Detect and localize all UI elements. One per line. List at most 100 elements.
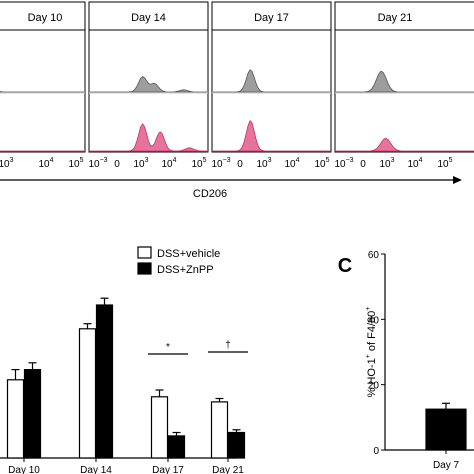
pink-histogram xyxy=(336,137,474,152)
x-tick-exp: 5 xyxy=(326,157,330,164)
x-tick-exp: 3 xyxy=(268,157,272,164)
x-tick: 104 xyxy=(284,157,299,170)
x-tick: 0 xyxy=(237,159,243,170)
flow-panel: Day 17 xyxy=(211,1,332,153)
x-tick-exp: 5 xyxy=(80,157,84,164)
flow-panel: Day 14 xyxy=(88,1,209,153)
y-tick-label: 0 xyxy=(373,446,379,457)
x-tick: 10−3 xyxy=(334,157,353,170)
x-tick-base: 10 xyxy=(191,159,203,170)
flow-histogram-panels: Day 10 Day 14 Day 17 Day 21 xyxy=(0,1,474,153)
gray-histogram xyxy=(213,69,330,93)
x-tick-exp: −3 xyxy=(346,157,354,164)
category-label: Day 21 xyxy=(212,465,244,474)
y-tick-label: 60 xyxy=(368,250,380,261)
x-tick-base: 10 xyxy=(0,159,10,170)
x-tick: 105 xyxy=(68,157,83,170)
panel-title: Day 14 xyxy=(131,12,166,24)
legend-label: DSS+vehicle xyxy=(157,248,220,260)
panel-title: Day 21 xyxy=(378,12,413,24)
gray-histogram xyxy=(90,75,207,93)
x-tick-base: 10 xyxy=(161,159,173,170)
gray-histogram xyxy=(0,90,84,93)
bar-chart-b: Day 10 Day 14 Day 17 Day 21 * † DSS+vehicle DSS… xyxy=(0,246,248,474)
x-axis-label: CD206 xyxy=(193,188,227,200)
x-tick-exp: 3 xyxy=(391,157,395,164)
x-tick-exp: 5 xyxy=(203,157,207,164)
bar xyxy=(6,379,25,459)
panel-frame xyxy=(211,1,332,153)
x-tick-base: 10 xyxy=(314,159,326,170)
flow-panel: Day 21 xyxy=(334,1,474,153)
x-tick-exp: 4 xyxy=(296,157,300,164)
legend-label: DSS+ZnPP xyxy=(157,264,214,276)
cd206-axis: 103 104 105 10−3 0 103 104 105 10−3 0 103 104 105 10−… xyxy=(0,157,462,200)
y-label-part: + xyxy=(365,354,372,358)
x-tick-exp: 3 xyxy=(10,157,14,164)
x-tick-base: 10 xyxy=(437,159,449,170)
pink-histogram xyxy=(213,119,330,152)
x-tick: 103 xyxy=(0,157,14,170)
panel-label-c: C xyxy=(338,255,352,277)
pink-histogram xyxy=(90,123,207,152)
x-tick-base: 10 xyxy=(133,159,145,170)
x-tick: 103 xyxy=(256,157,271,170)
panel-frame xyxy=(88,1,209,153)
x-tick: 104 xyxy=(38,157,53,170)
x-tick-base: 10 xyxy=(334,159,346,170)
panel-frame xyxy=(0,1,86,153)
x-tick-base: 10 xyxy=(379,159,391,170)
x-tick-base: 10 xyxy=(256,159,268,170)
axis-arrowhead xyxy=(453,176,462,184)
x-tick-base: 10 xyxy=(38,159,50,170)
bar xyxy=(95,304,114,459)
y-label-part: % HO-1 xyxy=(366,358,378,397)
x-tick-base: 10 xyxy=(68,159,80,170)
x-tick: 104 xyxy=(407,157,422,170)
x-tick-base: 10 xyxy=(88,159,100,170)
bar xyxy=(210,401,229,459)
legend-swatch xyxy=(137,246,152,259)
x-tick-exp: 4 xyxy=(419,157,423,164)
x-tick: 104 xyxy=(161,157,176,170)
x-tick-exp: 4 xyxy=(50,157,54,164)
flow-panel: Day 10 xyxy=(0,1,86,153)
significance-marker: † xyxy=(225,340,231,351)
category-label: Day 7 xyxy=(433,460,460,471)
category-label: Day 17 xyxy=(152,465,184,474)
gray-histogram xyxy=(336,70,474,93)
y-tick-label: 40 xyxy=(368,315,380,326)
bar xyxy=(167,435,186,459)
y-label-part: + xyxy=(365,307,372,311)
legend-swatch xyxy=(137,262,152,275)
x-tick: 10−3 xyxy=(88,157,107,170)
x-tick: 10−3 xyxy=(211,157,230,170)
x-tick: 103 xyxy=(379,157,394,170)
bar xyxy=(227,431,246,459)
bar xyxy=(78,328,97,459)
significance-marker: * xyxy=(166,342,170,353)
y-axis-label: % HO-1+ of F4/80+ xyxy=(365,307,378,398)
x-tick: 103 xyxy=(133,157,148,170)
x-tick-base: 10 xyxy=(407,159,419,170)
x-tick-exp: 4 xyxy=(173,157,177,164)
x-tick-exp: 3 xyxy=(145,157,149,164)
x-tick-base: 10 xyxy=(211,159,223,170)
x-tick: 0 xyxy=(114,159,120,170)
bar xyxy=(23,369,42,459)
bar xyxy=(150,396,169,459)
x-tick: 105 xyxy=(314,157,329,170)
x-tick: 0 xyxy=(360,159,366,170)
category-label: Day 10 xyxy=(8,465,40,474)
panel-title: Day 10 xyxy=(28,12,63,24)
category-label: Day 14 xyxy=(80,465,112,474)
x-tick-base: 10 xyxy=(284,159,296,170)
x-tick-exp: −3 xyxy=(100,157,108,164)
panel-title: Day 17 xyxy=(254,12,289,24)
x-tick-exp: 5 xyxy=(449,157,453,164)
x-tick-exp: −3 xyxy=(223,157,231,164)
y-tick-label: 20 xyxy=(368,381,380,392)
bar xyxy=(425,408,467,451)
bar-chart-c: C 0 20 40 60 % HO-1+ of F4/80+ Day 7 xyxy=(338,250,474,471)
